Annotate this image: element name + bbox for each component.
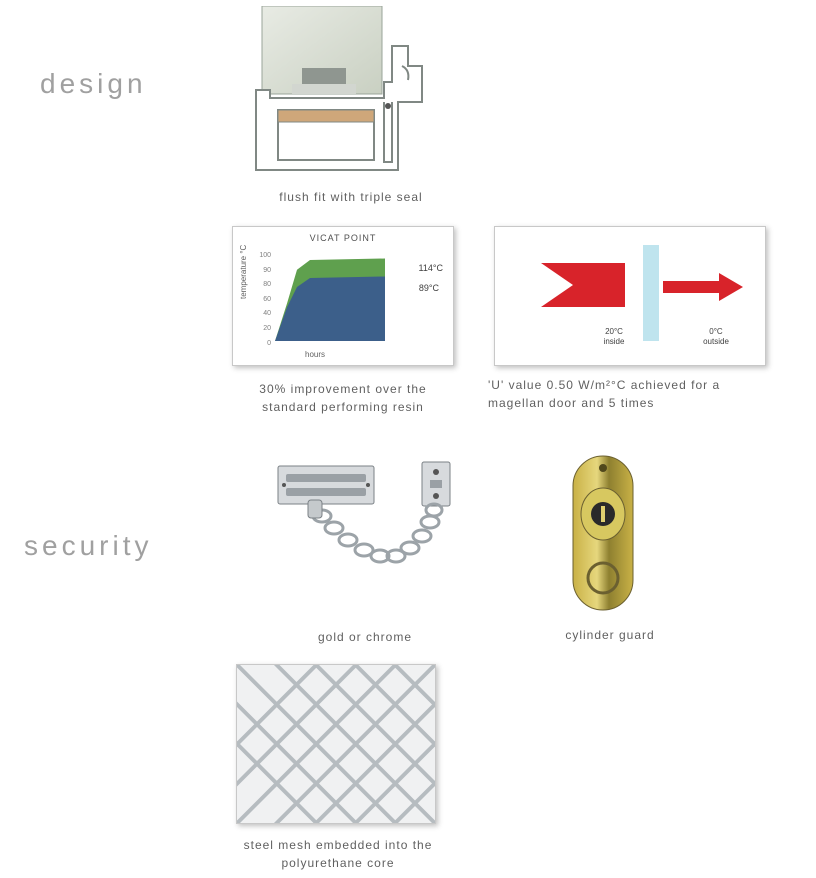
inside-temp: 20°C xyxy=(605,327,623,336)
heat-arrow-inside-icon xyxy=(541,263,625,307)
vicat-ylabel: temperature °C xyxy=(239,245,248,299)
vicat-caption: 30% improvement over the standard perfor… xyxy=(232,380,454,416)
vicat-upper-value: 114°C xyxy=(419,263,443,273)
door-cross-section-caption: flush fit with triple seal xyxy=(236,188,466,206)
vicat-chart: VICAT POINT temperature °C hours 1009080… xyxy=(232,226,454,366)
section-heading-design: design xyxy=(40,68,147,100)
steel-mesh-image xyxy=(236,664,436,824)
vicat-yticks: 10090806040200 xyxy=(259,249,271,351)
section-heading-security: security xyxy=(24,530,152,562)
u-value-caption: 'U' value 0.50 W/m²°C achieved for a mag… xyxy=(488,376,774,412)
door-cross-section-image xyxy=(252,6,430,174)
outside-label: outside xyxy=(703,337,729,346)
u-value-diagram: 20°C inside 0°C outside xyxy=(494,226,766,366)
door-chain-image xyxy=(272,460,462,610)
door-chain-caption: gold or chrome xyxy=(260,628,470,646)
heat-arrow-outside-icon xyxy=(663,273,743,301)
cylinder-guard-caption: cylinder guard xyxy=(520,626,700,644)
vicat-xlabel: hours xyxy=(305,350,325,359)
inside-label: inside xyxy=(604,337,625,346)
cylinder-guard-image xyxy=(568,454,638,612)
steel-mesh-caption: steel mesh embedded into the polyurethan… xyxy=(220,836,456,872)
vicat-lower-value: 89°C xyxy=(419,283,439,293)
vicat-chart-title: VICAT POINT xyxy=(233,233,453,243)
outside-temp: 0°C xyxy=(709,327,722,336)
